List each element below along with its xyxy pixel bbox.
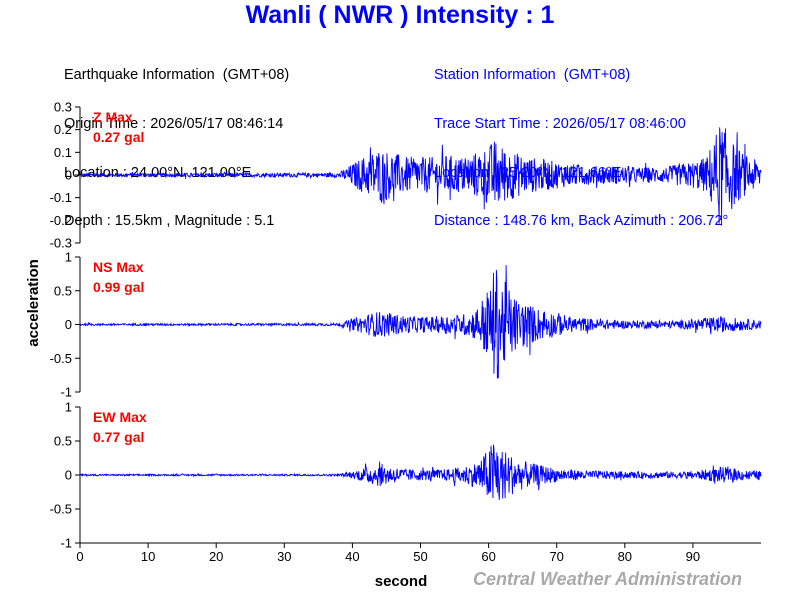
origin-time: Origin Time : 2026/05/17 08:46:14 bbox=[64, 116, 284, 132]
channel-panel-1: -1 -0.5 0 0.5 1 NS Max 0.99 gal bbox=[50, 250, 762, 400]
y-tick-label: 0 bbox=[65, 317, 72, 332]
x-tick-label: 60 bbox=[481, 549, 495, 564]
y-tick-label: -0.5 bbox=[50, 351, 72, 366]
x-tick-label: 10 bbox=[141, 549, 155, 564]
distance-azimuth: Distance : 148.76 km, Back Azimuth : 206… bbox=[434, 213, 729, 230]
x-tick-label: 80 bbox=[618, 549, 632, 564]
y-tick-label: 0.5 bbox=[54, 434, 72, 449]
waveform-trace bbox=[79, 265, 762, 379]
y-tick-label: 0.2 bbox=[54, 122, 72, 137]
y-tick-label: 0.5 bbox=[54, 283, 72, 298]
x-tick-label: 40 bbox=[345, 549, 359, 564]
channel-max-title: Z Max bbox=[93, 109, 133, 125]
channel-max-title: EW Max bbox=[93, 409, 147, 425]
y-axis-title: acceleration bbox=[25, 259, 42, 347]
channel-max-value: 0.77 gal bbox=[93, 429, 144, 445]
y-tick-label: -0.1 bbox=[50, 190, 72, 205]
earthquake-info-heading: Earthquake Information (GMT+08) bbox=[64, 67, 290, 84]
x-tick-label: 0 bbox=[76, 549, 83, 564]
x-tick-label: 90 bbox=[686, 549, 700, 564]
channel-panel-0: -0.3 -0.2 -0.1 0 0.1 0.2 0.3 Z Max 0.27 gal accel… bbox=[25, 100, 762, 347]
y-tick-label: 0 bbox=[65, 468, 72, 483]
waveform-trace bbox=[79, 127, 762, 226]
channel-max-value: 0.99 gal bbox=[93, 279, 144, 295]
channel-max-title: NS Max bbox=[93, 259, 144, 275]
earthquake-info: Earthquake Information (GMT+08) Origin T… bbox=[64, 35, 289, 246]
x-tick-label: 70 bbox=[549, 549, 563, 564]
y-tick-label: -0.2 bbox=[50, 213, 72, 228]
y-tick-label: 0 bbox=[65, 168, 72, 183]
credit-text: Central Weather Administration bbox=[473, 569, 743, 589]
channel-panel-2: -1 -0.5 0 0.5 1 EW Max 0.77 gal 0 10 20 30 40 50 60 70… bbox=[50, 400, 762, 590]
y-tick-label: -1 bbox=[60, 385, 72, 400]
x-tick-label: 30 bbox=[277, 549, 291, 564]
x-tick-label: 20 bbox=[209, 549, 223, 564]
waveform-trace bbox=[79, 444, 762, 500]
y-tick-label: -0.3 bbox=[50, 236, 72, 251]
x-tick-label: 50 bbox=[413, 549, 427, 564]
y-tick-label: 1 bbox=[65, 250, 72, 265]
y-tick-label: -0.5 bbox=[50, 502, 72, 517]
station-info-heading: Station Information (GMT+08) bbox=[434, 67, 631, 84]
depth-magnitude: Depth : 15.5km , Magnitude : 5.1 bbox=[64, 213, 275, 230]
channel-max-value: 0.27 gal bbox=[93, 129, 144, 145]
trace-start-time: Trace Start Time : 2026/05/17 08:46:00 bbox=[434, 116, 686, 132]
y-tick-label: 0.1 bbox=[54, 145, 72, 160]
y-tick-label: 0.3 bbox=[54, 100, 72, 115]
y-tick-label: -1 bbox=[60, 536, 72, 551]
x-axis-title: second bbox=[375, 573, 428, 590]
y-tick-label: 1 bbox=[65, 400, 72, 415]
chart-title: Wanli ( NWR ) Intensity : 1 bbox=[245, 1, 555, 29]
